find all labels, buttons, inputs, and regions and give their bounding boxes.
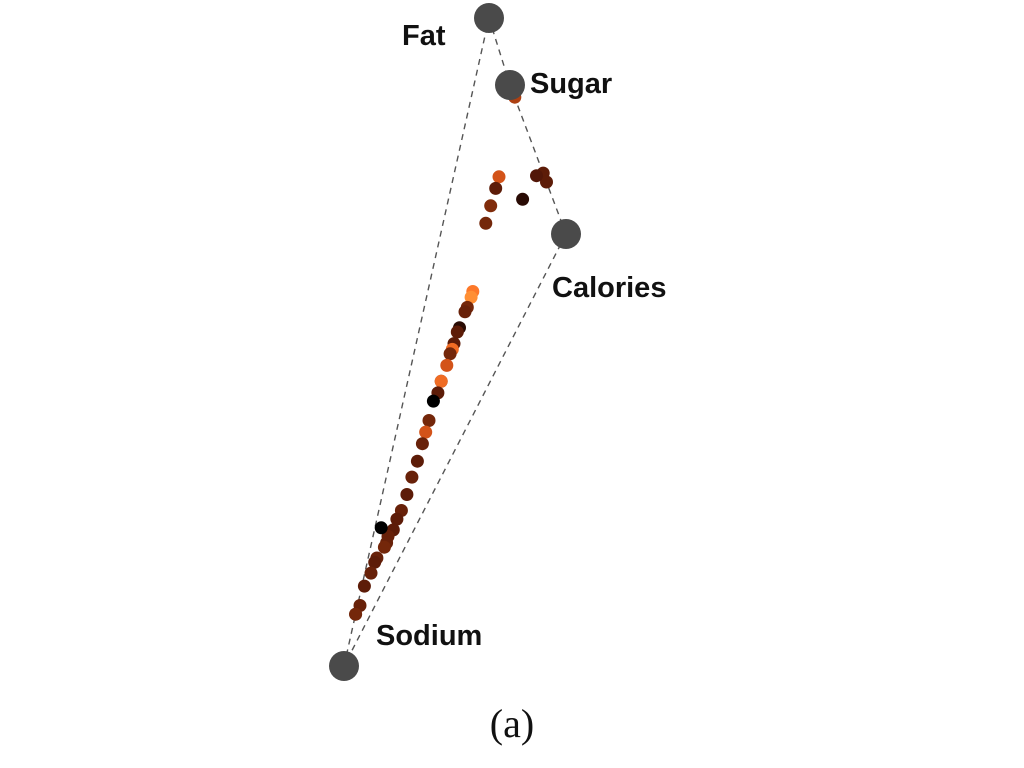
data-point-22 — [422, 414, 436, 427]
data-point-28 — [400, 488, 414, 501]
data-point-18 — [440, 358, 454, 372]
anchor-label-sugar: Sugar — [530, 68, 612, 100]
anchor-labels: Fat Sugar Calories Sodium — [376, 20, 666, 652]
data-point-5 — [489, 181, 503, 195]
data-point-7 — [479, 216, 493, 230]
anchor-label-sodium: Sodium — [376, 620, 482, 652]
data-point-39 — [357, 579, 371, 593]
data-point-25 — [410, 454, 424, 468]
data-point-42 — [349, 607, 363, 621]
data-point-3 — [530, 169, 543, 183]
data-point-37 — [368, 555, 382, 569]
data-point-8 — [516, 192, 530, 206]
polygon-edge-sugar-calories — [509, 84, 567, 235]
anchor-label-fat: Fat — [402, 20, 446, 52]
data-point-34 — [374, 521, 388, 535]
data-points — [349, 90, 553, 621]
data-point-23 — [419, 425, 433, 439]
data-point-20 — [434, 374, 448, 388]
anchor-sodium — [329, 651, 359, 681]
anchor-fat — [474, 3, 504, 33]
dimension-anchors — [329, 3, 581, 681]
data-point-4 — [492, 170, 506, 184]
data-point-2 — [540, 175, 553, 189]
data-point-38 — [364, 566, 378, 580]
data-point-26 — [426, 394, 440, 408]
figure-caption: (a) — [489, 701, 535, 746]
data-point-24 — [415, 437, 429, 451]
data-point-14 — [450, 325, 464, 339]
data-point-12 — [458, 305, 472, 319]
polygon-edge-calories-sodium — [343, 233, 567, 667]
data-point-35 — [377, 540, 391, 554]
data-point-17 — [443, 347, 457, 361]
data-point-10 — [464, 290, 478, 304]
anchor-sugar — [495, 70, 525, 100]
data-point-27 — [405, 470, 419, 484]
polygon-edge-sodium-fat — [343, 17, 490, 667]
anchor-label-calories: Calories — [552, 272, 666, 304]
data-point-6 — [484, 199, 498, 213]
anchor-calories — [551, 219, 581, 249]
data-point-30 — [390, 512, 404, 526]
